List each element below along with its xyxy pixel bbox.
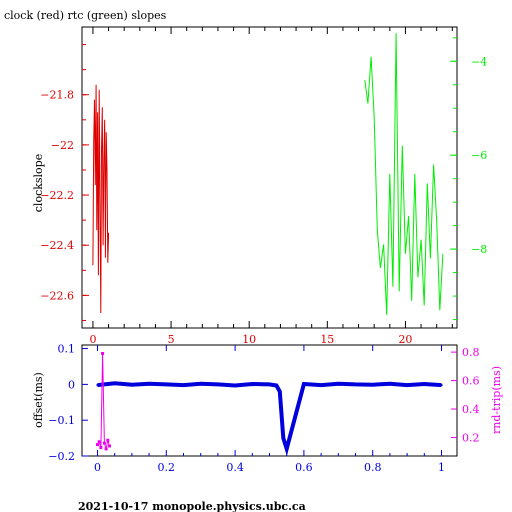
- series-line-offset: [97, 381, 442, 456]
- top-y-tick-label: −22.4: [40, 239, 74, 252]
- rnd-trip-point: [104, 447, 108, 451]
- page-footer: 2021-10-17 monopole.physics.ubc.ca: [78, 500, 306, 512]
- top-x-tick-label: 5: [168, 333, 175, 346]
- top-y2-tick-label: −8: [471, 243, 487, 256]
- bottom-chart: 0 0.2 0.4 0.6 0.8 1 0.1 0 −0.1 −0.2 0.8 0.6 0.4 0.2 o…: [32, 343, 503, 474]
- offset-point: [199, 382, 202, 385]
- rnd-trip-point: [96, 443, 99, 447]
- bottom-x-tick-label: 0.6: [295, 461, 313, 474]
- series-line-rtc: [364, 33, 444, 315]
- rnd-trip-point: [102, 441, 106, 445]
- series-line-clock: [92, 84, 110, 314]
- offset-point: [337, 382, 340, 385]
- offset-point: [282, 437, 285, 440]
- bottom-y-tick-label: 0: [68, 378, 75, 391]
- offset-point: [388, 382, 391, 385]
- top-series: [92, 33, 444, 315]
- top-x-tick-label: 10: [242, 333, 256, 346]
- bottom-axes: 0 0.2 0.4 0.6 0.8 1 0.1 0 −0.1 −0.2 0.8 0.6 0.4 0.2: [48, 343, 479, 474]
- bottom-plot-frame: [81, 344, 458, 457]
- offset-point: [302, 383, 305, 385]
- page-title: clock (red) rtc (green) slopes: [4, 9, 167, 22]
- bottom-y2-tick-label: 0.4: [462, 403, 480, 416]
- offset-point: [216, 383, 219, 386]
- top-y-axis-label: clockslope: [32, 154, 45, 212]
- offset-point: [130, 383, 133, 386]
- offset-point: [285, 447, 288, 450]
- bottom-x-tick-label: 0: [94, 461, 101, 474]
- top-axes: 0 5 10 15 20 −21.8 −22 −22.2 −22.4 −22.6 −4 −6 −8: [40, 27, 487, 346]
- rnd-trip-point: [99, 446, 103, 449]
- top-y-tick-label: −21.8: [40, 89, 74, 102]
- bottom-y-tick-label: −0.2: [48, 450, 75, 463]
- offset-point: [96, 384, 99, 387]
- top-x-tick-label: 0: [89, 333, 96, 346]
- top-chart: 0 5 10 15 20 −21.8 −22 −22.2 −22.4 −22.6 −4 −6 −8 cl…: [32, 26, 487, 346]
- bottom-y-tick-label: 0.1: [58, 343, 76, 356]
- rnd-trip-point: [101, 352, 105, 355]
- rnd-trip-point: [108, 444, 111, 448]
- rnd-trip-point: [97, 440, 101, 444]
- bottom-y2-tick-label: 0.6: [462, 375, 480, 388]
- offset-point: [268, 383, 271, 386]
- bottom-y-axis-label: offset(ms): [32, 372, 45, 428]
- series-line-rnd-trip: [97, 353, 110, 450]
- bottom-x-tick-label: 1: [438, 461, 445, 474]
- top-y2-tick-label: −6: [471, 149, 487, 162]
- rnd-trip-point: [106, 438, 110, 442]
- offset-point: [234, 384, 237, 387]
- offset-point: [354, 383, 357, 386]
- offset-point: [320, 384, 323, 387]
- top-y-tick-label: −22.6: [40, 289, 74, 302]
- offset-point: [251, 383, 254, 385]
- offset-point: [440, 384, 443, 387]
- offset-point: [371, 383, 374, 386]
- offset-point: [406, 384, 409, 387]
- bottom-y2-tick-label: 0.2: [462, 432, 480, 445]
- bottom-x-tick-label: 0.2: [158, 461, 176, 474]
- bottom-x-tick-label: 0.4: [226, 461, 244, 474]
- offset-point: [423, 383, 426, 385]
- bottom-x-tick-label: 0.8: [364, 461, 382, 474]
- top-plot-frame: [81, 26, 458, 329]
- offset-point: [113, 382, 116, 385]
- offset-point: [182, 384, 185, 387]
- top-y-tick-label: −22: [51, 139, 74, 152]
- offset-point: [165, 383, 168, 386]
- bottom-y2-tick-label: 0.8: [462, 346, 480, 359]
- bottom-series: [96, 352, 443, 456]
- top-y2-tick-label: −4: [471, 55, 487, 68]
- offset-point: [278, 390, 281, 393]
- top-x-tick-label: 15: [320, 333, 334, 346]
- bottom-y2-axis-label: rnd-trip(ms): [490, 366, 503, 434]
- offset-point: [148, 382, 151, 385]
- offset-point: [275, 384, 278, 387]
- top-y-tick-label: −22.2: [40, 189, 74, 202]
- bottom-y-tick-label: −0.1: [48, 414, 75, 427]
- top-x-tick-label: 20: [398, 333, 412, 346]
